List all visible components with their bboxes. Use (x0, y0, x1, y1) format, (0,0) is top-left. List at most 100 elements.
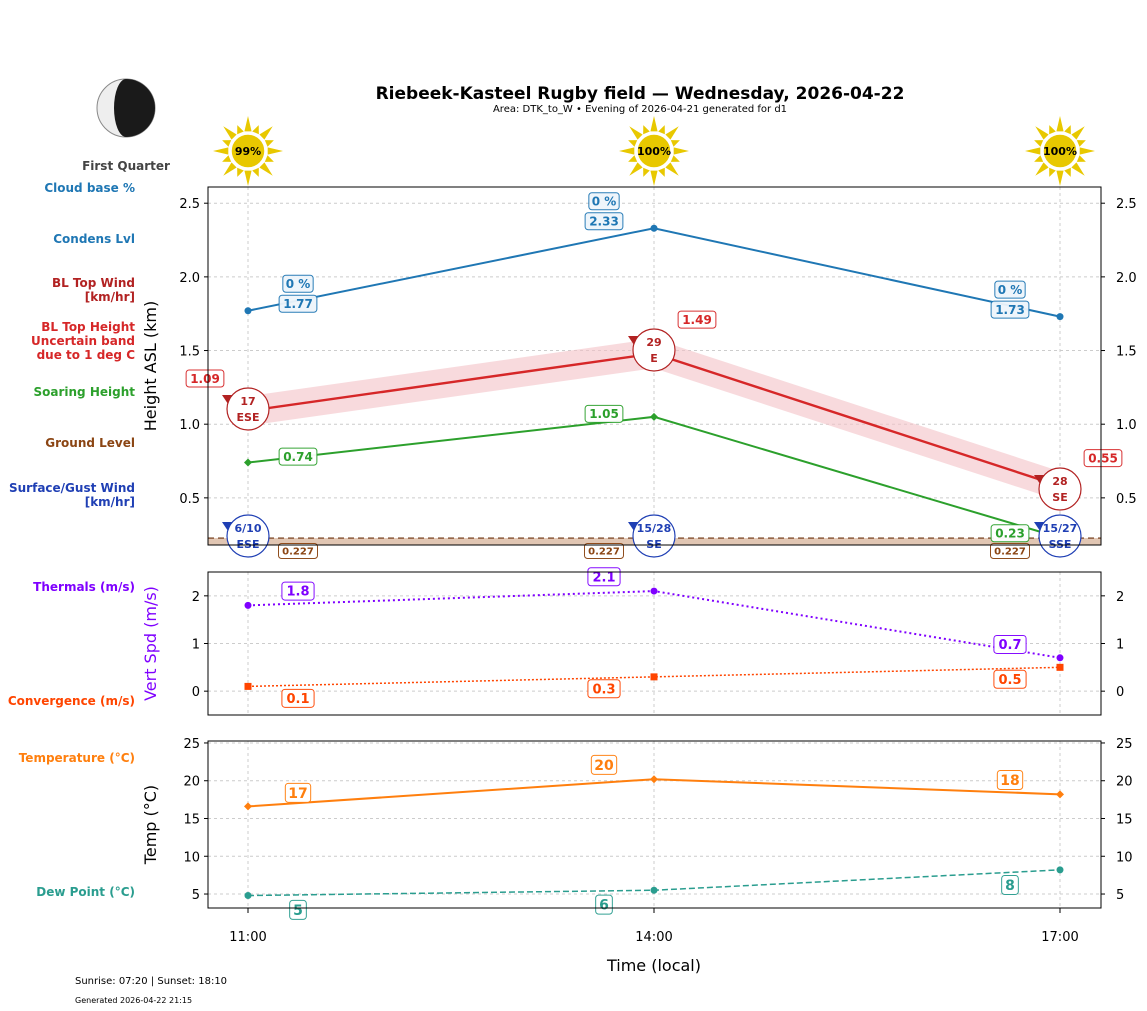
sun-ray (223, 162, 237, 176)
side-label: Soaring Height (34, 385, 136, 399)
sun-ray (259, 126, 273, 140)
thermals-point (244, 601, 252, 609)
bl-top-wind-circle (226, 387, 270, 431)
sun-ray (1049, 167, 1056, 177)
side-label: Temperature (°C) (19, 751, 135, 765)
sun-ray (267, 147, 283, 155)
sun-disc (636, 133, 672, 169)
ground-level-label-box (584, 543, 624, 559)
chart-subtitle: Area: DTK_to_W • Evening of 2026-04-21 g… (493, 104, 787, 115)
side-label: BL Top Wind (52, 276, 135, 290)
sun-ray (643, 167, 650, 177)
chart-title: Riebeek-Kasteel Rugby field — Wednesday,… (376, 84, 905, 104)
temperature-label: 20 (594, 758, 614, 774)
y-tick-label: 1.0 (179, 418, 200, 433)
convergence-label: 0.5 (998, 673, 1021, 688)
condens-level-label-box (584, 212, 624, 231)
sun-ray (670, 140, 680, 147)
x-tick-label: 17:00 (1041, 930, 1078, 945)
sun-ray (244, 116, 252, 132)
sun-ray (259, 162, 273, 176)
bl-top-wind-speed: 29 (646, 336, 661, 349)
y-tick-label-right: 5 (1116, 888, 1124, 903)
y-tick-label: 2.0 (179, 271, 200, 286)
side-label: Thermals (m/s) (33, 580, 135, 594)
plot-frame (207, 186, 1102, 546)
sun-ray (1076, 155, 1086, 162)
plot-frame (207, 740, 1102, 909)
y-tick-label: 0 (192, 685, 200, 700)
sun-ray (237, 167, 244, 177)
sun-ray (1056, 170, 1064, 186)
wind-arrow-icon (1034, 522, 1044, 531)
thermals-label: 0.7 (998, 638, 1021, 653)
sun-ray (1034, 155, 1044, 162)
sun-ray (264, 140, 274, 147)
dew-point-label: 5 (293, 903, 303, 919)
moon-phase-label: First Quarter (82, 159, 170, 173)
thermals-label-box (281, 581, 315, 601)
thermals-line (247, 590, 1061, 659)
sun-ray (213, 147, 229, 155)
temperature-point (1056, 790, 1064, 799)
sun-ray (1035, 162, 1049, 176)
cloud-base-label-box (588, 192, 620, 211)
y-tick-label: 2 (192, 590, 200, 605)
side-label: Convergence (m/s) (8, 694, 135, 708)
sun-ray (223, 126, 237, 140)
condens-level-point (650, 224, 658, 232)
sun-times: Sunrise: 07:20 | Sunset: 18:10 (75, 976, 227, 987)
convergence-label-box (281, 688, 315, 708)
temperature-point (244, 802, 252, 811)
y-tick-label-right: 2.5 (1116, 197, 1137, 212)
bl-top-height-label: 1.09 (190, 372, 220, 386)
y-tick-label-right: 20 (1116, 775, 1133, 790)
thermals-point (650, 587, 658, 595)
soaring-height-label-box (584, 404, 624, 423)
condens-level-label-box (990, 300, 1030, 319)
sun-ray (628, 155, 638, 162)
bl-top-height-label: 1.49 (682, 313, 712, 327)
sun-ray (1049, 125, 1056, 135)
bl-top-height-label-box (677, 310, 717, 329)
condens-level-label: 1.73 (995, 303, 1025, 317)
sun-ray (1064, 167, 1071, 177)
ground-level-label: 0.227 (588, 547, 620, 558)
temperature-label: 17 (288, 786, 307, 802)
bl-uncertainty-band (248, 338, 1060, 501)
ground-level-label-box (990, 543, 1030, 559)
sun-ray (1064, 125, 1071, 135)
sun-label: 100% (1043, 145, 1077, 158)
condens-level-point (1056, 313, 1064, 321)
thermals-point (1056, 654, 1064, 662)
sun-ray (650, 116, 658, 132)
y-axis-label: Temp (°C) (141, 785, 160, 865)
condens-level-label: 2.33 (589, 215, 619, 229)
ground-level-label-box (278, 543, 318, 559)
side-label: BL Top Height (41, 320, 135, 334)
bl-top-height-label-box (185, 369, 225, 388)
condens-level-point (244, 307, 252, 315)
dew-point-label: 8 (1005, 878, 1015, 894)
sun-ray (1035, 126, 1049, 140)
sun-ray (244, 170, 252, 186)
cloud-base-label-box (994, 280, 1026, 299)
sun-ray (673, 147, 689, 155)
x-axis-label: Time (local) (606, 956, 701, 975)
convergence-label: 0.3 (592, 682, 615, 697)
sun-ray (252, 167, 259, 177)
sun-ray (643, 125, 650, 135)
y-tick-label: 0.5 (179, 492, 200, 507)
surface-wind-speed: 15/28 (637, 522, 672, 535)
sun-ray (222, 155, 232, 162)
side-label: Uncertain band (31, 334, 135, 348)
temperature-label-box (590, 754, 618, 775)
convergence-point (244, 682, 252, 690)
soaring-height-label: 0.23 (995, 527, 1025, 541)
dew-point-point (1056, 866, 1064, 874)
bl-top-wind-direction: ESE (237, 411, 260, 424)
sun-ray (1034, 140, 1044, 147)
y-tick-label-right: 1 (1116, 638, 1124, 653)
y-axis-label: Height ASL (km) (141, 301, 160, 431)
wind-arrow-icon (222, 395, 232, 404)
